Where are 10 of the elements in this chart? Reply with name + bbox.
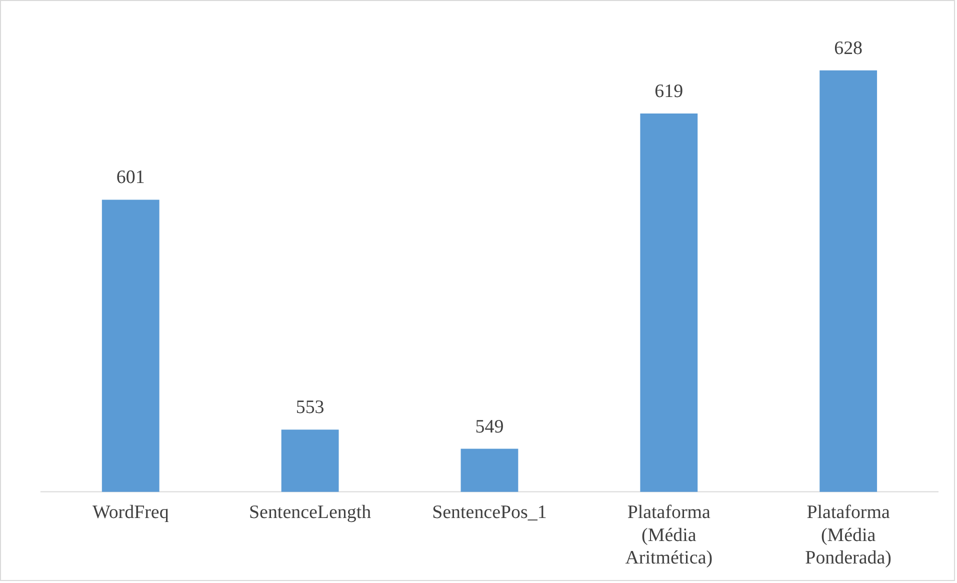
x-tick-label: SentenceLength <box>249 502 372 524</box>
data-label: 619 <box>654 81 684 102</box>
data-label: 601 <box>116 167 145 188</box>
x-tick-label: Plataforma (Média Ponderada) <box>805 502 892 569</box>
x-tick-label: WordFreq <box>92 502 170 524</box>
data-label: 553 <box>296 397 324 418</box>
x-tick-label: SentencePos_1 <box>432 502 547 524</box>
data-label: 549 <box>475 416 504 438</box>
x-tick-label: Plataforma (Média Aritmética) <box>625 502 713 569</box>
data-label: 628 <box>834 38 863 59</box>
